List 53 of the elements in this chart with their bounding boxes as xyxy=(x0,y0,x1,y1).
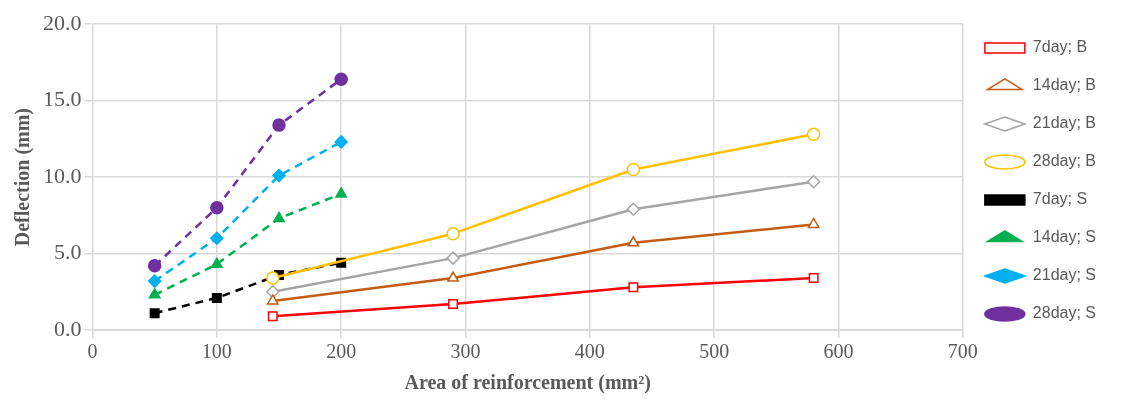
point xyxy=(267,311,278,322)
point xyxy=(272,168,286,183)
point xyxy=(628,282,639,293)
point xyxy=(334,72,348,86)
point xyxy=(266,294,279,305)
point xyxy=(272,118,286,132)
point xyxy=(626,202,641,216)
x-tick-label: 400 xyxy=(574,340,605,363)
legend-label: 21day; S xyxy=(1032,266,1096,284)
point xyxy=(147,274,162,288)
x-tick-label: 200 xyxy=(326,340,357,363)
point xyxy=(806,174,821,189)
point xyxy=(335,187,348,198)
point xyxy=(148,288,161,299)
x-tick-label: 500 xyxy=(699,340,730,363)
point xyxy=(210,231,224,246)
x-axis-title: Area of reinforcement (mm²) xyxy=(404,371,651,395)
point xyxy=(448,299,459,309)
point xyxy=(266,285,280,299)
point xyxy=(446,251,460,265)
legend-label: 14day; B xyxy=(1032,76,1096,94)
point xyxy=(627,236,640,247)
point xyxy=(149,308,160,319)
point xyxy=(266,271,280,285)
point xyxy=(211,292,222,303)
legend-label: 21day; B xyxy=(1032,114,1096,132)
point xyxy=(626,162,641,177)
point xyxy=(807,217,820,229)
point xyxy=(273,211,285,223)
point xyxy=(210,257,223,268)
y-tick-label: 0.0 xyxy=(54,315,82,341)
x-tick-label: 0 xyxy=(87,340,98,363)
y-axis-title: Deflection (mm) xyxy=(11,107,35,247)
point xyxy=(447,271,460,282)
legend-label: 7day; S xyxy=(1032,190,1088,208)
point xyxy=(806,127,821,142)
point xyxy=(210,200,224,215)
x-tick-label: 700 xyxy=(947,340,978,363)
y-tick-label: 20.0 xyxy=(43,9,82,35)
legend-label: 7day; B xyxy=(1032,38,1088,56)
point xyxy=(334,135,348,149)
x-tick-label: 100 xyxy=(201,340,232,363)
legend-label: 28day; B xyxy=(1032,152,1096,170)
point xyxy=(808,273,819,284)
point xyxy=(147,259,162,273)
y-tick-label: 10.0 xyxy=(43,162,82,188)
x-tick-label: 300 xyxy=(450,340,481,363)
legend-label: 28day; S xyxy=(1032,304,1096,322)
y-tick-label: 15.0 xyxy=(43,86,82,112)
y-tick-label: 5.0 xyxy=(54,239,82,265)
point xyxy=(446,226,460,241)
legend-label: 14day; S xyxy=(1032,228,1096,246)
x-tick-label: 600 xyxy=(823,340,854,363)
